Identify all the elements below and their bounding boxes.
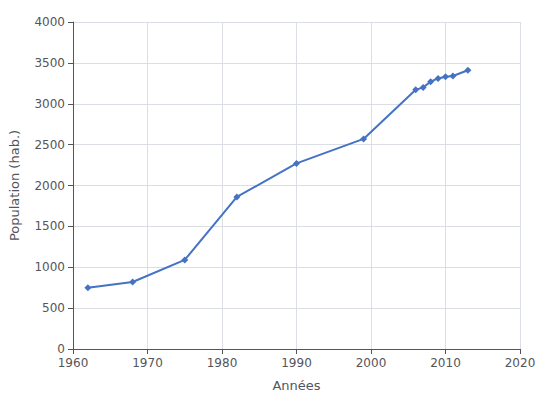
- svg-text:Population (hab.): Population (hab.): [7, 130, 22, 241]
- svg-text:2020: 2020: [505, 356, 536, 370]
- svg-text:1000: 1000: [34, 260, 65, 274]
- svg-text:1960: 1960: [58, 356, 89, 370]
- svg-text:3500: 3500: [34, 56, 65, 70]
- svg-text:2000: 2000: [356, 356, 387, 370]
- svg-text:1980: 1980: [207, 356, 238, 370]
- svg-text:1990: 1990: [281, 356, 312, 370]
- svg-text:1970: 1970: [132, 356, 163, 370]
- svg-text:0: 0: [57, 342, 65, 356]
- svg-text:3000: 3000: [34, 97, 65, 111]
- svg-text:1500: 1500: [34, 219, 65, 233]
- svg-text:2000: 2000: [34, 179, 65, 193]
- svg-text:Années: Années: [272, 378, 320, 393]
- svg-text:500: 500: [42, 301, 65, 315]
- svg-text:4000: 4000: [34, 15, 65, 29]
- svg-text:2500: 2500: [34, 138, 65, 152]
- svg-text:2010: 2010: [430, 356, 461, 370]
